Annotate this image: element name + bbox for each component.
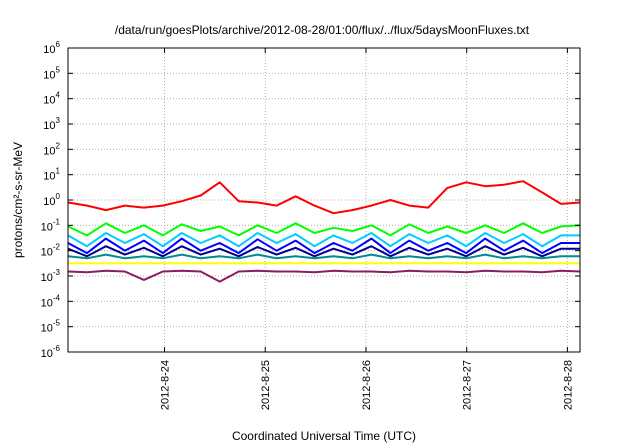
x-tick-label: 2012-8-25 [260, 360, 272, 410]
series-line-6 [67, 253, 580, 260]
y-axis: 10-6 10-5 10-4 10-3 10-2 10-1 100 101 102 103 104 1… [41, 40, 580, 360]
y-tick-label: 101 [43, 167, 60, 183]
y-tick-label: 10-4 [41, 293, 61, 309]
series-line-3 [67, 232, 580, 248]
y-tick-label: 104 [43, 91, 60, 107]
grid [68, 48, 580, 352]
y-axis-label: protons/cm²-s-sr-MeV [11, 142, 25, 258]
series-line-1 [67, 180, 581, 215]
y-tick-label: 102 [43, 141, 60, 157]
y-tick-label: 103 [43, 116, 60, 132]
y-tick-label: 10-3 [41, 268, 61, 284]
series-line-4 [67, 237, 580, 255]
y-tick-label: 10-1 [41, 217, 61, 233]
y-tick-label: 100 [43, 192, 60, 208]
series-line-8 [67, 269, 581, 283]
series-lines [67, 180, 581, 283]
chart-title: /data/run/goesPlots/archive/2012-08-28/0… [115, 23, 530, 37]
x-axis: 2012-8-24 2012-8-25 2012-8-26 2012-8-27 2012… [160, 48, 574, 410]
y-tick-label: 105 [43, 65, 60, 81]
y-tick-label: 10-2 [41, 243, 61, 259]
series-line-5 [67, 245, 580, 258]
x-tick-label: 2012-8-28 [562, 360, 574, 410]
x-tick-label: 2012-8-26 [361, 360, 373, 410]
y-tick-label: 106 [43, 40, 60, 56]
x-axis-label: Coordinated Universal Time (UTC) [232, 429, 416, 443]
x-tick-label: 2012-8-27 [462, 360, 474, 410]
y-tick-label: 10-6 [41, 344, 61, 360]
y-tick-label: 10-5 [41, 319, 61, 335]
series-line-2 [67, 222, 581, 237]
x-tick-label: 2012-8-24 [160, 360, 172, 410]
